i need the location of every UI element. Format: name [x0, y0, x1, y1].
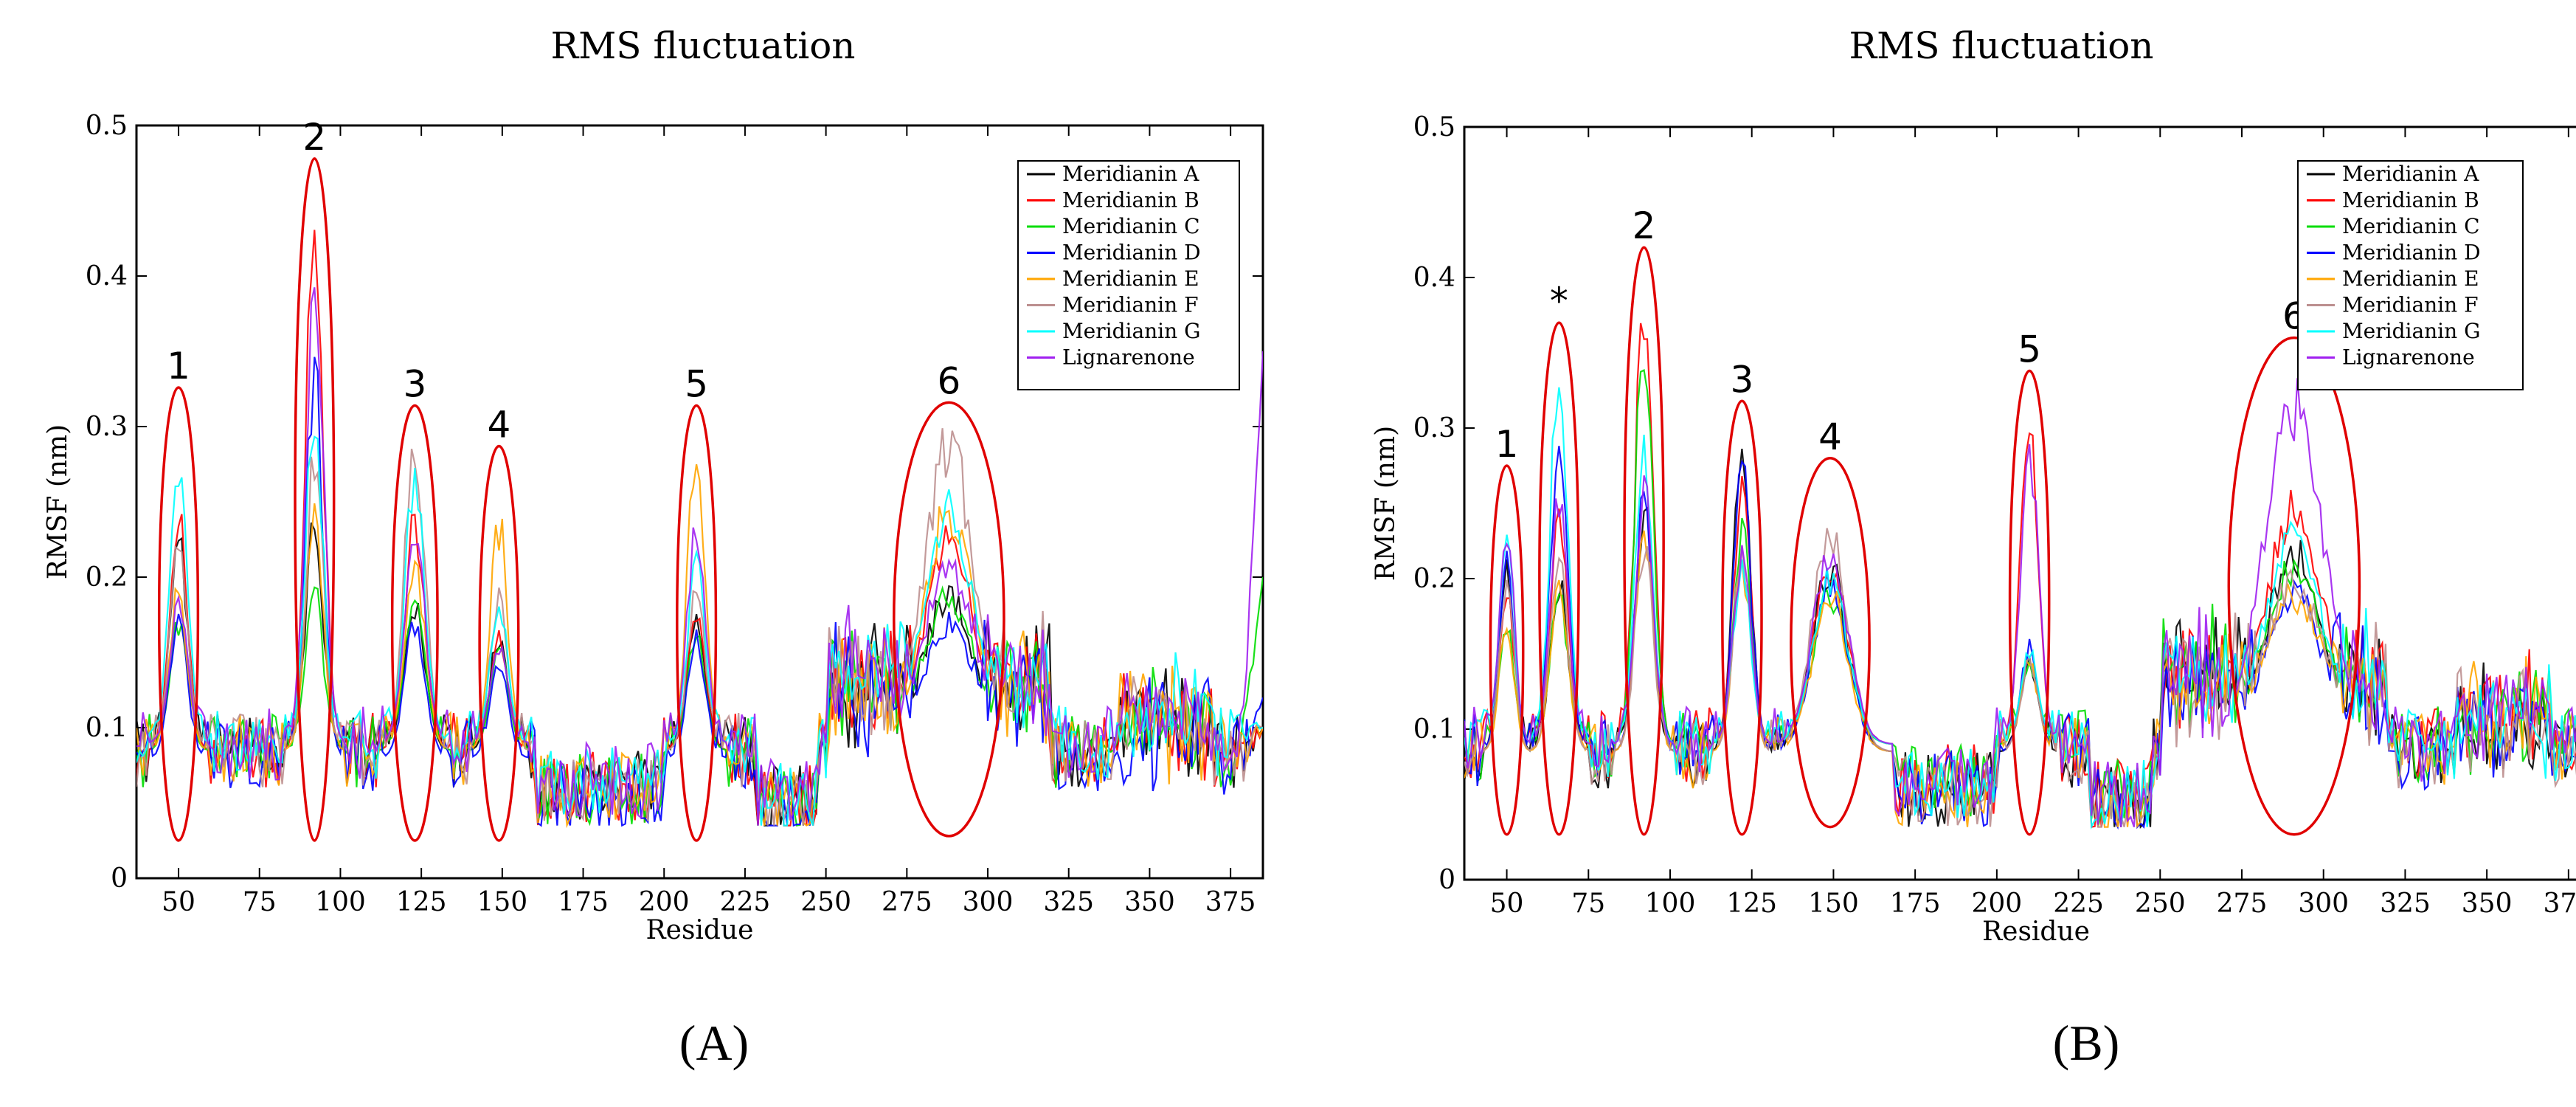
x-axis-label: Residue [1982, 917, 2090, 947]
chart-title: RMS fluctuation [550, 24, 855, 67]
region-label: 4 [488, 404, 511, 446]
x-tick-label: 225 [720, 887, 771, 917]
legend-label: Meridianin D [1062, 241, 1201, 265]
y-tick-label: 0.1 [86, 713, 128, 743]
x-tick-label: 300 [2298, 889, 2349, 919]
chart-panel-a: RMS fluctuation 50 75 100 125 150 175 200 225 25… [43, 24, 1264, 945]
highlight-region [1489, 464, 1525, 836]
series-line [1464, 378, 2576, 827]
x-tick-label: 325 [2380, 889, 2431, 919]
highlight-region [478, 444, 520, 842]
highlight-region [1790, 457, 1871, 829]
legend-label: Meridianin F [2342, 293, 2479, 317]
x-tick-label: 275 [2217, 889, 2268, 919]
region-label: 1 [167, 345, 190, 387]
series-line [136, 463, 1263, 829]
y-tick-label: 0.3 [86, 412, 128, 442]
y-tick-label: 0 [1438, 865, 1455, 895]
chart-panel-b: RMS fluctuation 50 75 100 125 150 175 200 225 25… [1371, 24, 2576, 947]
x-tick-label: 50 [1490, 889, 1524, 919]
region-label: 3 [1731, 358, 1754, 401]
y-axis-label: RMSF (nm) [1371, 426, 1401, 581]
x-tick-label: 50 [162, 887, 195, 917]
x-tick-label: 75 [1571, 889, 1605, 919]
legend-label: Meridianin C [2342, 214, 2480, 238]
legend-label: Meridianin E [1062, 266, 1199, 291]
x-tick-label: 325 [1043, 887, 1094, 917]
legend-label: Meridianin B [1062, 188, 1199, 213]
legend-label: Meridianin D [2342, 241, 2481, 265]
region-label: 2 [1632, 204, 1656, 247]
region-label: * [1550, 280, 1568, 323]
panel-label-a: (A) [679, 1015, 749, 1071]
highlight-region [390, 404, 439, 842]
x-tick-label: 225 [2053, 889, 2104, 919]
x-tick-label: 100 [1645, 889, 1696, 919]
x-tick-label: 150 [477, 887, 527, 917]
highlight-region [2227, 336, 2361, 836]
series-line [136, 287, 1263, 826]
panel-label-b: (B) [2053, 1015, 2120, 1071]
legend-label: Meridianin F [1062, 293, 1199, 317]
x-tick-label: 300 [963, 887, 1014, 917]
region-label: 5 [685, 362, 708, 405]
x-tick-label: 350 [2462, 889, 2513, 919]
x-axis-label: Residue [646, 915, 754, 945]
x-tick-label: 375 [2543, 889, 2576, 919]
legend-label: Lignarenone [1062, 345, 1195, 370]
x-tick-label: 200 [1971, 889, 2022, 919]
y-tick-label: 0.5 [86, 111, 128, 141]
legend-label: Meridianin C [1062, 214, 1200, 238]
highlight-region [294, 157, 336, 842]
highlight-region [1623, 246, 1665, 836]
highlight-region [1721, 399, 1763, 836]
region-label: 3 [403, 362, 426, 405]
legend-label: Lignarenone [2342, 345, 2475, 370]
legend-label: Meridianin G [2342, 319, 2480, 343]
plot-frame [1463, 125, 2576, 881]
legend-label: Meridianin A [2342, 162, 2479, 186]
chart-title: RMS fluctuation [1849, 24, 2153, 67]
x-tick-label: 375 [1205, 887, 1256, 917]
highlight-region [2008, 369, 2051, 836]
region-label: 1 [1495, 423, 1519, 466]
y-tick-label: 0.4 [86, 261, 128, 292]
y-tick-label: 0 [111, 863, 128, 894]
legend-label: Meridianin G [1062, 319, 1200, 343]
x-tick-label: 125 [396, 887, 447, 917]
x-tick-label: 175 [1890, 889, 1941, 919]
region-label: 6 [937, 359, 960, 402]
legend-label: Meridianin A [1062, 162, 1199, 186]
legend-label: Meridianin E [2342, 266, 2479, 291]
legend-label: Meridianin B [2342, 188, 2479, 213]
x-tick-label: 125 [1726, 889, 1777, 919]
y-tick-label: 0.4 [1413, 263, 1455, 293]
x-tick-label: 75 [243, 887, 277, 917]
legend-box [1017, 160, 1240, 390]
highlight-region [676, 404, 718, 842]
highlight-region [893, 401, 1005, 838]
x-tick-label: 200 [639, 887, 690, 917]
x-tick-label: 275 [882, 887, 932, 917]
x-tick-label: 100 [315, 887, 366, 917]
x-tick-label: 150 [1808, 889, 1859, 919]
highlight-region [157, 386, 200, 842]
x-tick-label: 350 [1124, 887, 1175, 917]
region-label: 4 [1818, 415, 1842, 458]
x-tick-label: 250 [800, 887, 851, 917]
y-tick-label: 0.3 [1413, 413, 1455, 444]
x-tick-label: 250 [2135, 889, 2186, 919]
legend-box [2297, 160, 2524, 390]
y-tick-label: 0.2 [86, 562, 128, 593]
y-tick-label: 0.2 [1413, 564, 1455, 594]
highlight-region [1538, 321, 1580, 836]
y-tick-label: 0.1 [1413, 714, 1455, 745]
plot-frame [135, 124, 1264, 880]
region-label: 2 [302, 116, 326, 159]
y-axis-label: RMSF (nm) [43, 424, 73, 579]
y-tick-label: 0.5 [1413, 112, 1455, 142]
x-tick-label: 175 [558, 887, 609, 917]
region-label: 5 [2018, 328, 2041, 370]
